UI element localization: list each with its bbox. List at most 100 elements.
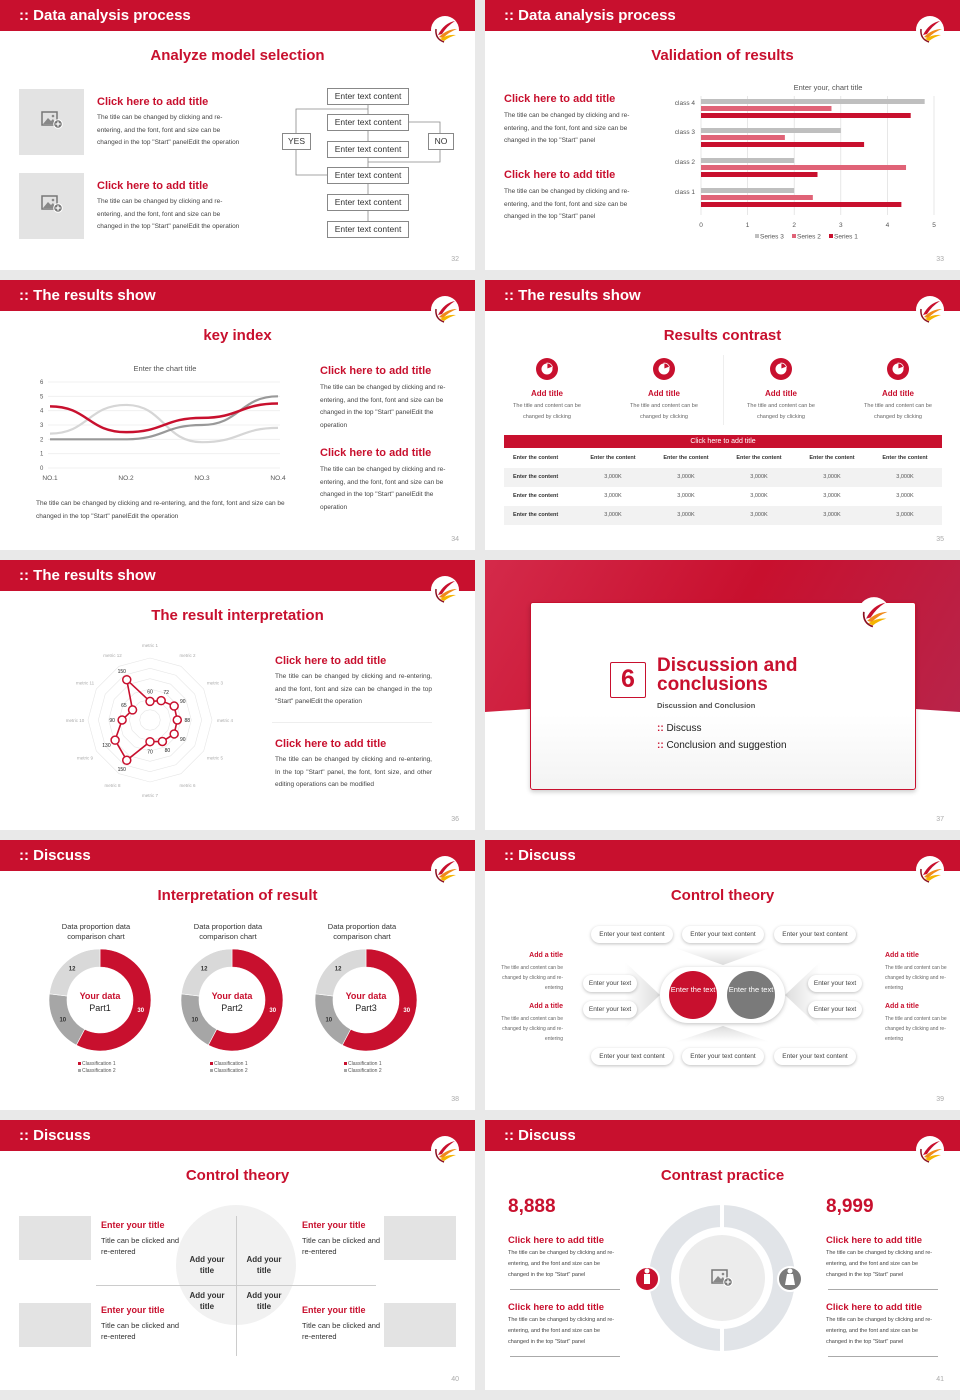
legend-swatch <box>78 1062 81 1065</box>
quadrant-label[interactable]: Add your title <box>189 1291 225 1311</box>
data-label: 60 <box>147 689 153 695</box>
center-gray-text[interactable]: Enter the text <box>728 985 774 994</box>
text-pill[interactable]: Enter your text content <box>591 1048 673 1065</box>
item-title[interactable]: Click here to add title <box>826 1235 923 1246</box>
axis-label: metric 5 <box>207 756 224 761</box>
radar-point <box>145 736 155 747</box>
legend-swatch <box>344 1062 347 1065</box>
chart-title: Enter the chart title <box>134 364 197 373</box>
bar-series-2 <box>701 135 785 140</box>
item-title[interactable]: Enter your title <box>302 1305 366 1315</box>
text-pill[interactable]: Enter your text content <box>591 926 673 943</box>
image-placeholder[interactable] <box>19 173 84 239</box>
text-pill[interactable]: Enter your text <box>808 1001 862 1018</box>
legend-swatch <box>829 234 833 238</box>
text-pill[interactable]: Enter your text <box>583 1001 637 1018</box>
flow-box[interactable]: Enter text content <box>327 141 409 158</box>
item-title[interactable]: Click here to add title <box>320 447 432 459</box>
slide-header: :: The results show <box>485 280 960 311</box>
center-red-text[interactable]: Enter the text <box>670 985 716 994</box>
data-label: 30 <box>137 1008 144 1014</box>
text-pill[interactable]: Enter your text content <box>682 926 764 943</box>
text-pill[interactable]: Enter your text <box>583 975 637 992</box>
category-label: NO.4 <box>270 475 286 482</box>
image-placeholder[interactable] <box>19 89 84 155</box>
donut-slice <box>180 993 218 1046</box>
swoosh-logo <box>430 295 460 325</box>
bar-series-1 <box>701 113 911 118</box>
flow-box[interactable]: Enter text content <box>327 167 409 184</box>
chart-title: comparison chart <box>199 932 257 941</box>
red-circle <box>669 971 717 1019</box>
radar-point <box>145 696 155 707</box>
text-pill[interactable]: Enter your text content <box>682 1048 764 1065</box>
table-cell: 3,000K <box>823 512 841 518</box>
item-body: The title can be changed by clicking and… <box>275 756 432 788</box>
page-number: 33 <box>936 256 944 263</box>
bullet-item[interactable]: :: Conclusion and suggestion <box>657 740 787 751</box>
flow-box[interactable]: Enter text content <box>327 194 409 211</box>
slide-header: :: Data analysis process <box>485 0 960 31</box>
donut-slice <box>49 948 101 997</box>
chart-title: comparison chart <box>67 932 125 941</box>
item-body: The title can be changed by clicking and… <box>320 384 446 429</box>
item-title[interactable]: Click here to add title <box>826 1302 923 1313</box>
divider <box>828 1356 938 1357</box>
quadrant-label[interactable]: Add your title <box>246 1255 282 1275</box>
image-placeholder[interactable] <box>19 1303 91 1347</box>
side-title[interactable]: Add a title <box>529 1003 563 1010</box>
item-title[interactable]: Click here to add title <box>504 169 616 181</box>
flow-box[interactable]: Enter text content <box>327 221 409 238</box>
flow-box[interactable]: Enter text content <box>327 88 409 105</box>
item-title[interactable]: Enter your title <box>302 1220 366 1230</box>
item-title[interactable]: Enter your title <box>101 1220 165 1230</box>
card-title[interactable]: Add title <box>765 389 797 398</box>
flow-box[interactable]: Enter text content <box>327 114 409 131</box>
pie-chart-icon <box>536 358 558 380</box>
side-title[interactable]: Add a title <box>529 952 563 959</box>
image-placeholder[interactable] <box>384 1303 456 1347</box>
card-title[interactable]: Add title <box>882 389 914 398</box>
section-card <box>530 602 916 790</box>
gray-circle <box>727 971 775 1019</box>
item-title[interactable]: Click here to add title <box>508 1235 605 1246</box>
item-title[interactable]: Click here to add title <box>97 96 209 108</box>
bullet-item[interactable]: :: Discuss <box>657 723 701 734</box>
item-title[interactable]: Click here to add title <box>504 93 616 105</box>
text-pill[interactable]: Enter your text <box>808 975 862 992</box>
page-number: 36 <box>451 816 459 823</box>
header-title: The results show <box>518 287 641 304</box>
bullet-icon: :: <box>657 740 667 751</box>
donut-slice <box>48 993 86 1046</box>
card-title[interactable]: Add title <box>648 389 680 398</box>
legend-label: Classification 2 <box>82 1068 116 1074</box>
text-pill[interactable]: Enter your text content <box>774 926 856 943</box>
line-chart: Enter the chart title 0 1 2 3 4 5 6 NO.1 NO.2 NO.3… <box>40 364 286 482</box>
quadrant-label[interactable]: Add your title <box>189 1255 225 1275</box>
table-title[interactable]: Click here to add title <box>504 435 942 448</box>
item-title[interactable]: Enter your title <box>101 1305 165 1315</box>
table-row-bg <box>504 468 942 487</box>
slide-subtitle: Control theory <box>185 1167 290 1184</box>
item-title[interactable]: Click here to add title <box>97 180 209 192</box>
chart-title: Enter your, chart title <box>794 83 863 92</box>
item-title[interactable]: Click here to add title <box>275 655 387 667</box>
header-title: Discuss <box>518 847 576 864</box>
side-title[interactable]: Add a title <box>885 1003 919 1010</box>
side-title[interactable]: Add a title <box>885 952 919 959</box>
quadrant-label[interactable]: Add your title <box>246 1291 282 1311</box>
text-pill[interactable]: Enter your text content <box>774 1048 856 1065</box>
image-placeholder[interactable] <box>19 1216 91 1260</box>
item-title[interactable]: Click here to add title <box>275 738 387 750</box>
axis-label: metric 2 <box>179 653 196 658</box>
tick-label: 6 <box>40 380 44 386</box>
card-title[interactable]: Add title <box>531 389 563 398</box>
image-placeholder[interactable] <box>384 1216 456 1260</box>
image-placeholder[interactable] <box>711 1269 733 1292</box>
tick-label: 3 <box>40 423 44 429</box>
swoosh-logo <box>430 855 460 885</box>
item-title[interactable]: Click here to add title <box>508 1302 605 1313</box>
category-label: class 2 <box>675 159 696 166</box>
item-title[interactable]: Click here to add title <box>320 365 432 377</box>
